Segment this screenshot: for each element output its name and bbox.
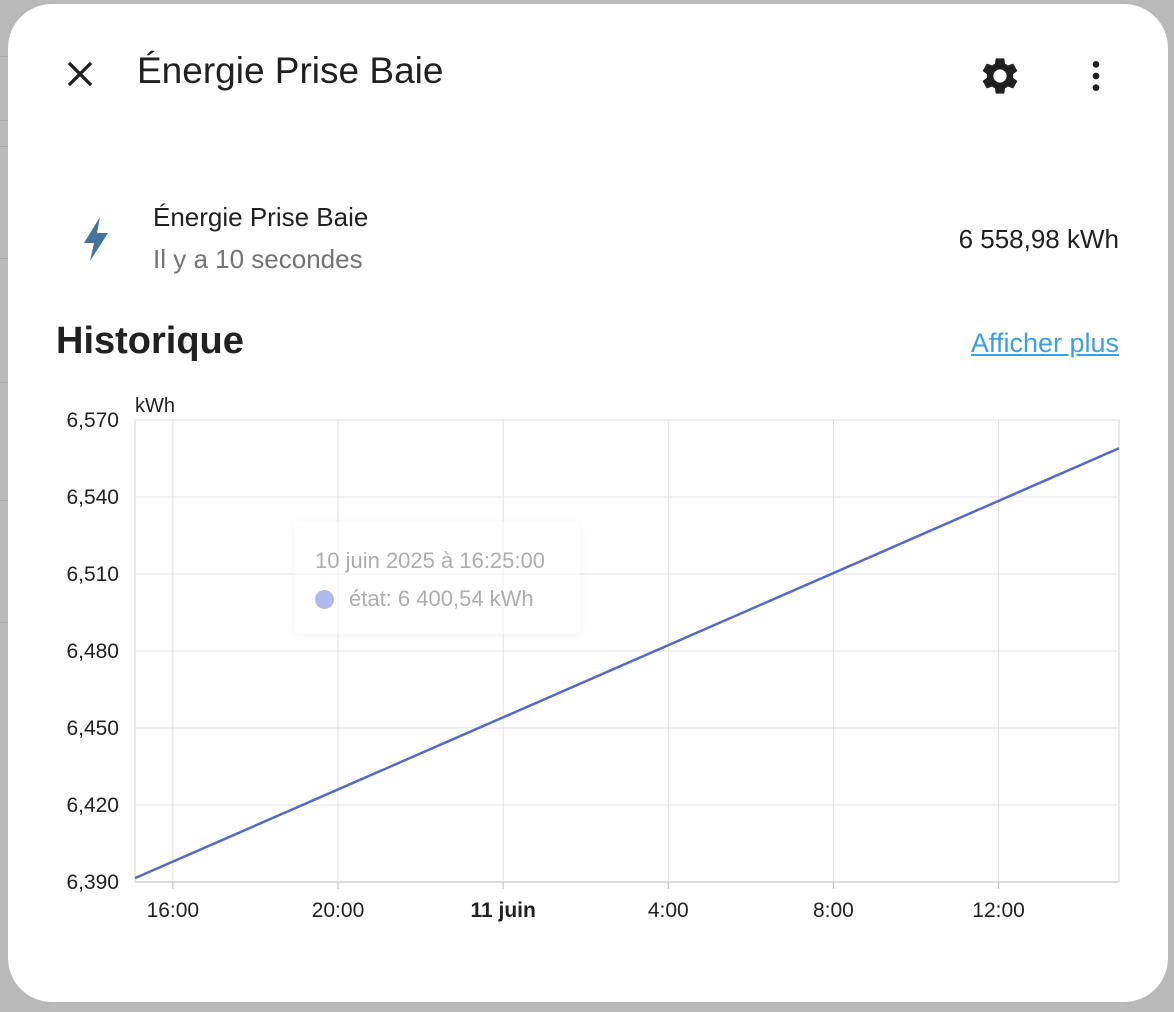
y-tick-label: 6,450: [66, 717, 119, 740]
y-tick-label: 6,510: [66, 563, 119, 586]
y-axis-label: kWh: [135, 395, 175, 417]
close-icon: [67, 61, 93, 87]
tooltip-series-dot: [315, 590, 334, 609]
chart-tooltip: 10 juin 2025 à 16:25:00 état: 6 400,54 k…: [294, 522, 580, 634]
entity-name: Énergie Prise Baie: [153, 202, 369, 232]
backdrop: [0, 0, 12, 1012]
entity-state: 6 558,98 kWh: [958, 224, 1119, 254]
history-title: Historique: [56, 320, 244, 362]
more-info-dialog: Énergie Prise Baie Énergie Prise Baie Il…: [8, 4, 1168, 1002]
show-more-link[interactable]: Afficher plus: [970, 328, 1119, 358]
lightning-bolt-icon: [84, 217, 108, 261]
entity-row[interactable]: Énergie Prise Baie Il y a 10 secondes 6 …: [8, 194, 1168, 284]
chart-series: [134, 447, 1120, 880]
close-button[interactable]: [52, 46, 108, 102]
x-tick-label: 8:00: [813, 899, 854, 922]
dialog-title: Énergie Prise Baie: [137, 50, 444, 91]
y-tick-label: 6,390: [66, 871, 119, 894]
x-tick-label: 20:00: [312, 899, 365, 922]
x-tick-label: 4:00: [648, 899, 689, 922]
y-tick-label: 6,570: [66, 409, 119, 432]
more-options-button[interactable]: [1066, 46, 1126, 106]
y-tick-label: 6,420: [66, 794, 119, 817]
dialog-header: Énergie Prise Baie: [8, 4, 1168, 144]
more-vertical-icon: [1092, 61, 1100, 91]
x-axis-ticks: 16:00 20:00 11 juin 4:00 8:00 12:00: [147, 899, 1025, 922]
series-line[interactable]: [134, 447, 1120, 880]
y-tick-label: 6,540: [66, 486, 119, 509]
chart-grid: [134, 419, 1120, 889]
settings-button[interactable]: [970, 46, 1030, 106]
y-tick-label: 6,480: [66, 640, 119, 663]
y-axis-ticks: 6,390 6,420 6,450 6,480 6,510 6,540 6,570: [66, 409, 119, 894]
tooltip-value: état: 6 400,54 kWh: [349, 586, 534, 611]
tooltip-time: 10 juin 2025 à 16:25:00: [315, 548, 545, 573]
entity-last-changed: Il y a 10 secondes: [153, 244, 363, 274]
gear-icon: [982, 58, 1018, 94]
x-tick-label: 11 juin: [470, 899, 535, 922]
history-chart[interactable]: kWh 6,3906,4206,4506,4806,5106,5406,570 …: [8, 4, 1168, 1002]
x-tick-label: 12:00: [972, 899, 1025, 922]
x-tick-label: 16:00: [147, 899, 200, 922]
